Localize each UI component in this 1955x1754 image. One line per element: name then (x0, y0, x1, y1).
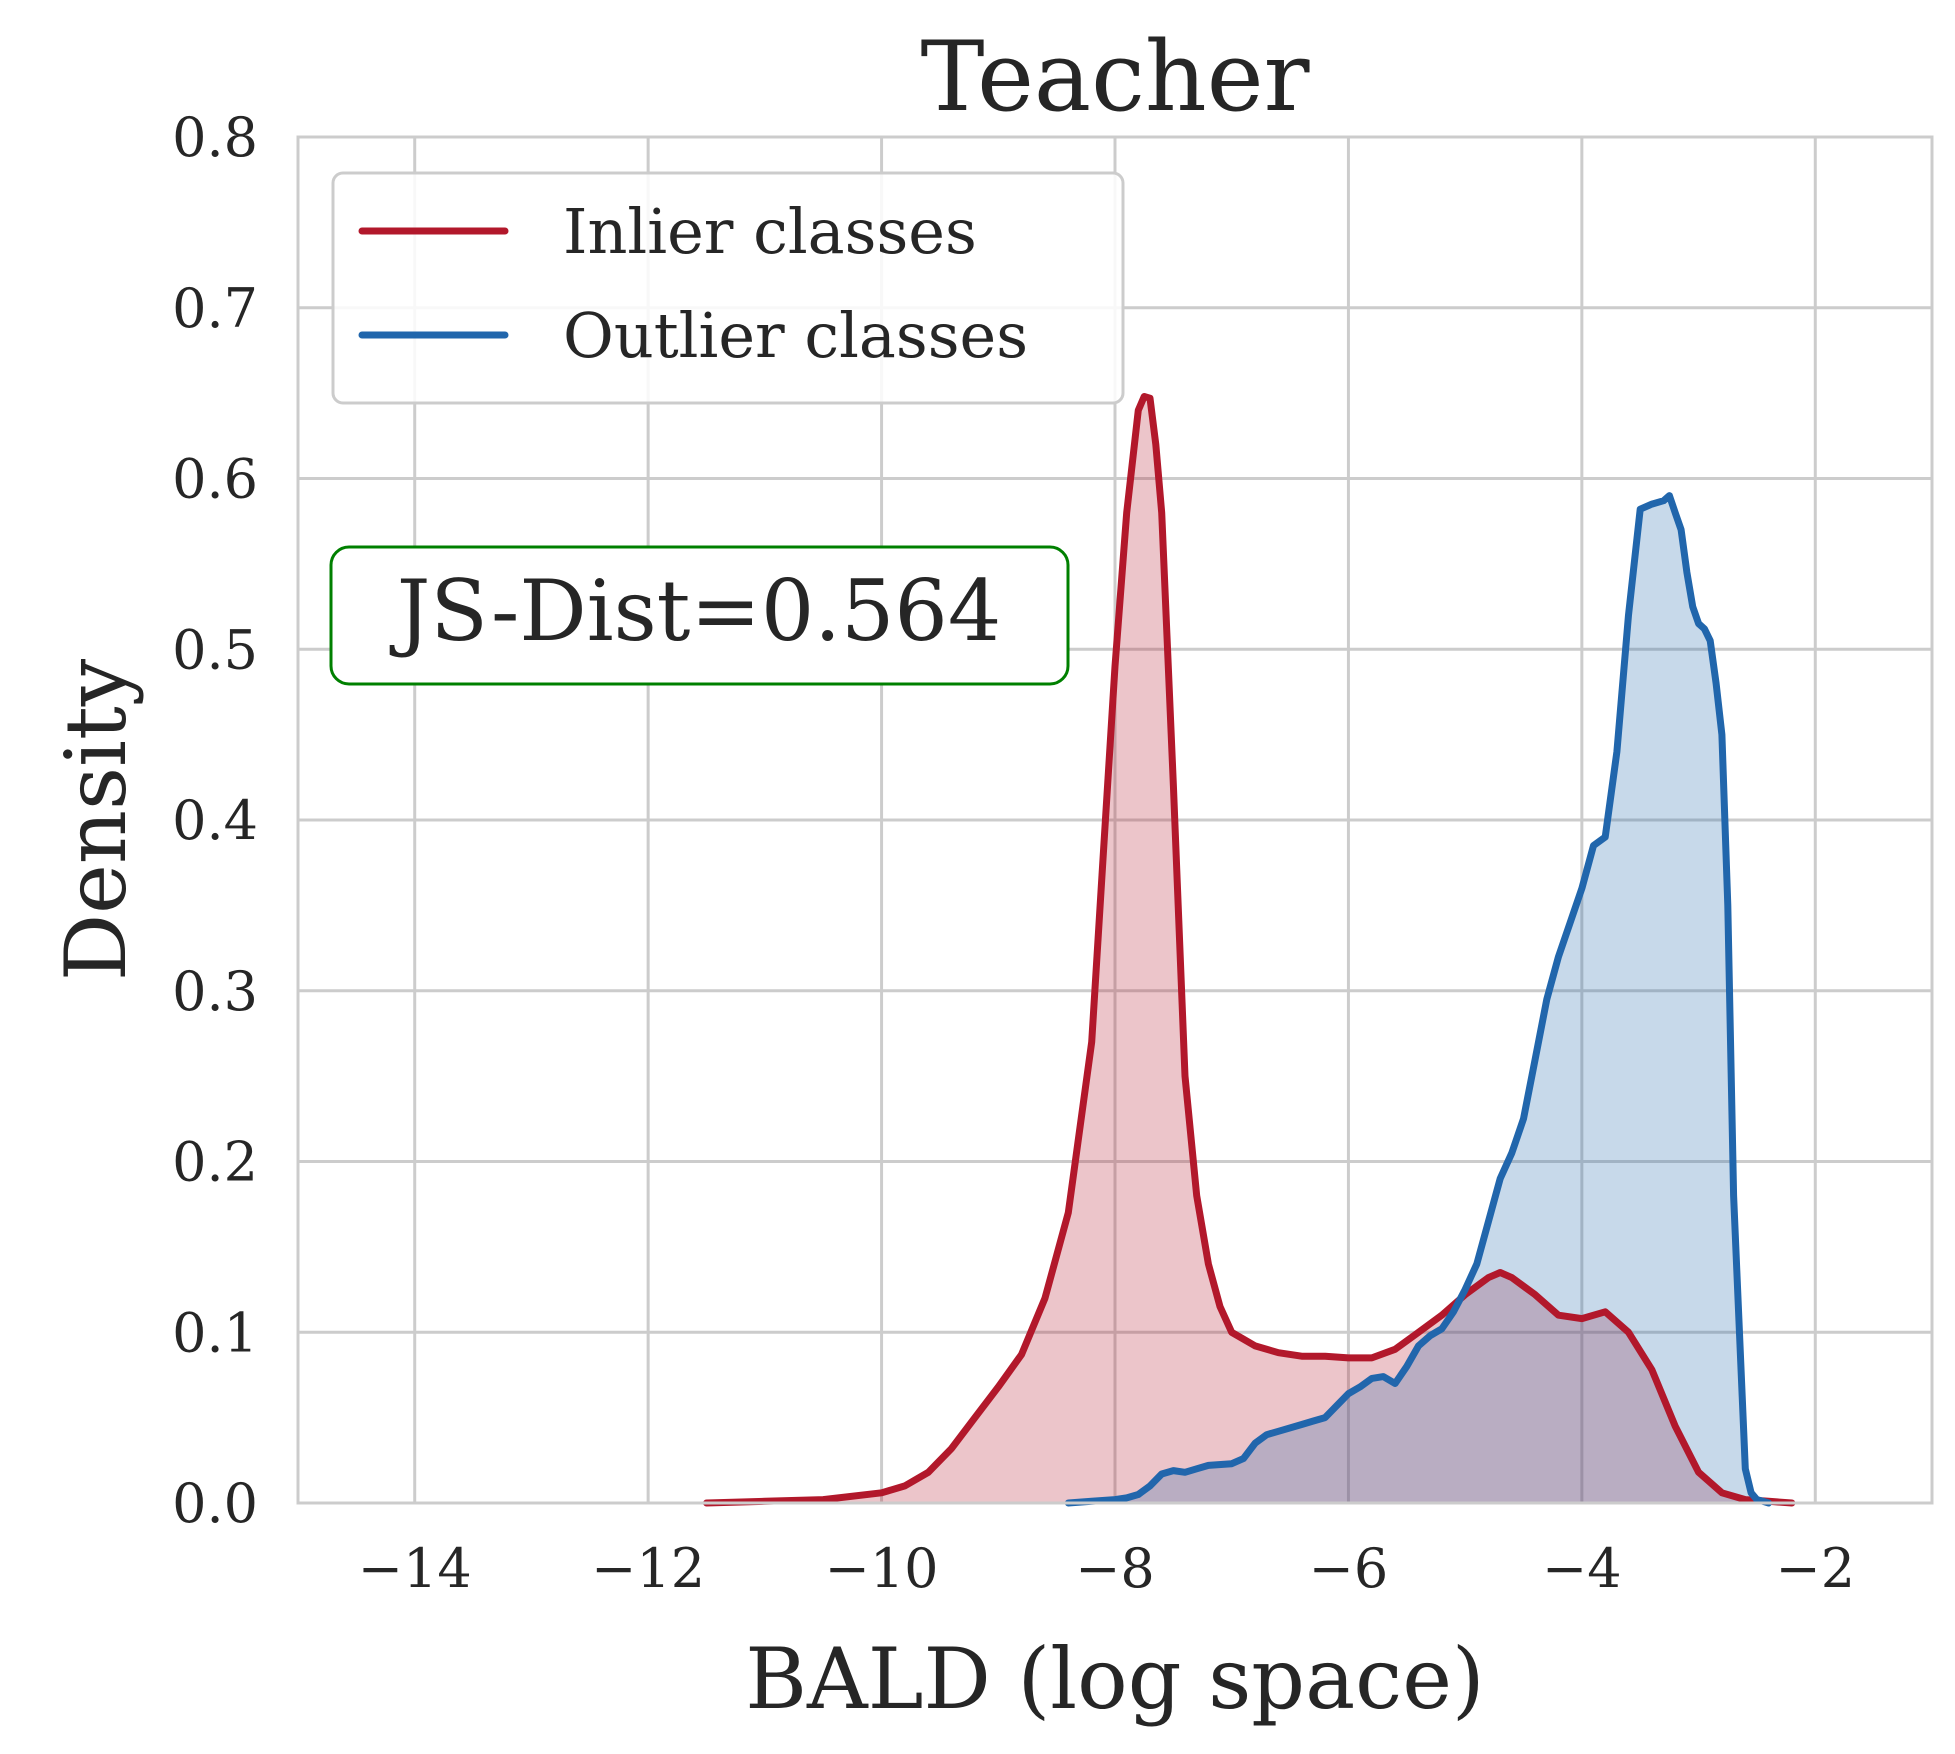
y-tick-label-7: 0.7 (172, 277, 258, 340)
tick-labels: −14 −12 −10 −8 −6 −4 −2 0.0 0.1 0.2 0.3 0.4 0.5 0.6 0.… (172, 106, 1855, 1600)
x-tick-label-0: −14 (358, 1537, 472, 1600)
area-outlier-classes (1068, 495, 1769, 1504)
x-axis-label: BALD (log space) (745, 1630, 1484, 1728)
y-tick-label-5: 0.5 (172, 618, 258, 681)
line-inlier-classes (703, 393, 1796, 1507)
y-tick-label-0: 0.0 (172, 1472, 258, 1535)
x-tick-label-1: −12 (591, 1537, 705, 1600)
legend-label-inlier: Inlier classes (563, 195, 977, 268)
chart-title: Teacher (921, 21, 1310, 133)
axes-frame (296, 135, 1934, 1505)
x-tick-label-6: −2 (1775, 1537, 1855, 1600)
y-tick-label-6: 0.6 (172, 448, 258, 511)
y-tick-label-3: 0.3 (172, 960, 258, 1023)
y-tick-label-2: 0.2 (172, 1131, 258, 1194)
js-distance-annotation: JS-Dist=0.564 (329, 545, 1070, 686)
annotation-text: JS-Dist=0.564 (389, 562, 1002, 660)
y-axis-label: Density (47, 658, 145, 981)
x-tick-label-3: −8 (1075, 1537, 1155, 1600)
annotation-box (329, 545, 1070, 686)
series-layer (703, 393, 1796, 1507)
y-tick-label-8: 0.8 (172, 106, 258, 169)
x-tick-label-5: −4 (1542, 1537, 1622, 1600)
x-tick-label-2: −10 (825, 1537, 939, 1600)
x-tick-label-4: −6 (1309, 1537, 1389, 1600)
y-tick-label-4: 0.4 (172, 789, 258, 852)
legend-label-outlier: Outlier classes (563, 299, 1028, 372)
legend: Inlier classes Outlier classes (331, 171, 1125, 405)
y-tick-label-1: 0.1 (172, 1301, 258, 1364)
line-outlier-classes (1064, 492, 1773, 1507)
legend-box (331, 171, 1125, 405)
